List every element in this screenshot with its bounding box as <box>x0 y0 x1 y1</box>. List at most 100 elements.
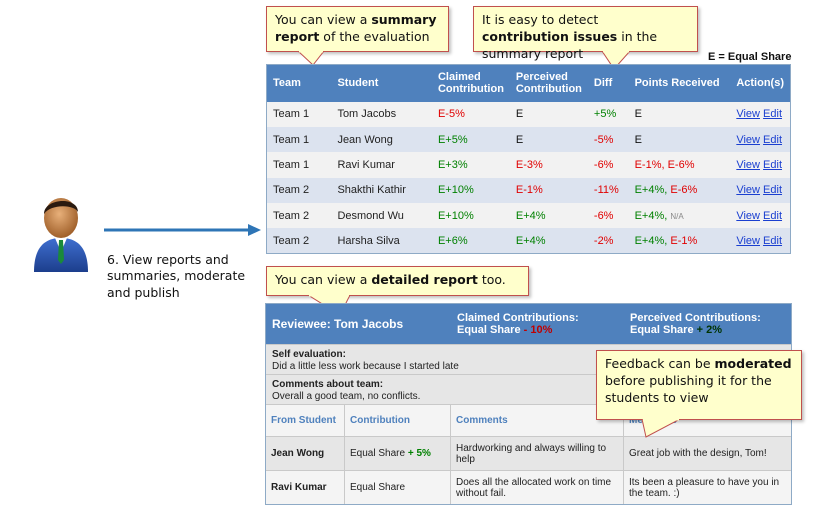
student-cell: Shakthi Kathir <box>331 177 432 204</box>
student-cell: Harsha Silva <box>331 228 432 254</box>
points-cell: E+4%, E-1% <box>628 228 731 254</box>
student-cell: Tom Jacobs <box>331 101 432 127</box>
edit-link[interactable]: Edit <box>763 133 783 146</box>
callout-tail <box>641 419 681 438</box>
perceived-cell: E+4% <box>509 203 588 229</box>
callout-detailed-report: You can view a detailed report too. <box>266 266 529 296</box>
edit-link[interactable]: Edit <box>763 209 783 222</box>
view-link[interactable]: View <box>736 158 760 171</box>
actions-cell: View Edit <box>730 126 791 153</box>
detail-header: Reviewee: Tom Jacobs Claimed Contributio… <box>266 304 791 344</box>
callout-text: You can view a <box>275 12 372 27</box>
feedback-grid: From Student Contribution Comments Messa… <box>266 404 791 504</box>
view-link[interactable]: View <box>736 133 760 146</box>
claimed-cell: E-5% <box>431 101 510 127</box>
perceived-cell: E <box>509 126 588 153</box>
team-cell: Team 2 <box>266 177 332 204</box>
summary-row: Team 2 Shakthi Kathir E+10% E-1% -11% E+4%, E… <box>266 177 791 204</box>
points-cell: E <box>628 101 731 127</box>
feedback-message[interactable]: Great job with the design, Tom! <box>624 436 791 470</box>
col-perceived: Perceived Contribution <box>509 64 588 102</box>
edit-link[interactable]: Edit <box>763 108 783 121</box>
view-link[interactable]: View <box>736 184 760 197</box>
actions-cell: View Edit <box>730 177 791 204</box>
claimed-cell: E+10% <box>431 203 510 229</box>
step-label: 6. View reports and summaries, moderate … <box>107 252 246 300</box>
team-cell: Team 2 <box>266 203 332 229</box>
diff-cell: -2% <box>587 228 629 254</box>
perceived-cell: E <box>509 101 588 127</box>
callout-text: before publishing it for the students to… <box>605 372 772 405</box>
points-value: E-6% <box>667 158 695 171</box>
perceived-cell: E-1% <box>509 177 588 204</box>
points-value: E <box>634 133 642 146</box>
summary-row: Team 2 Harsha Silva E+6% E+4% -2% E+4%, E-1% V… <box>266 228 791 254</box>
callout-tail <box>297 51 325 66</box>
diff-cell: +5% <box>587 101 629 127</box>
callout-text: too. <box>477 272 506 287</box>
summary-header-row: Team Student Claimed Contribution Percei… <box>266 64 791 102</box>
feedback-message[interactable]: Its been a pleasure to have you in the t… <box>624 470 791 504</box>
contribution-value: Equal Share <box>350 448 406 459</box>
callout-summary-report: You can view a summary report of the eva… <box>266 6 449 52</box>
team-cell: Team 1 <box>266 101 332 127</box>
callout-bold: detailed report <box>371 272 478 287</box>
diff-cell: -5% <box>587 126 629 153</box>
edit-link[interactable]: Edit <box>763 234 783 247</box>
callout-text: of the evaluation <box>319 28 430 44</box>
points-value: E <box>634 108 642 121</box>
points-value: E+4%, <box>634 234 671 247</box>
perceived-line: Equal Share + 2% <box>630 324 722 336</box>
actions-cell: View Edit <box>730 152 791 178</box>
feedback-from: Ravi Kumar <box>266 470 345 504</box>
actions-cell: View Edit <box>730 228 791 254</box>
view-link[interactable]: View <box>736 108 760 121</box>
perceived-cell: E+4% <box>509 228 588 254</box>
points-value: E+4%, <box>634 209 671 222</box>
claimed-cell: E+5% <box>431 126 510 153</box>
col-points: Points Received <box>628 64 731 102</box>
edit-link[interactable]: Edit <box>763 158 783 171</box>
callout-text: You can view a <box>275 272 372 287</box>
perceived-cell: E-3% <box>509 152 588 178</box>
callout-contribution-issues: It is easy to detect contribution issues… <box>473 6 698 61</box>
feedback-contribution: Equal Share + 5% <box>345 436 451 470</box>
claimed-contributions: Claimed Contributions: Equal Share - 10% <box>451 304 624 344</box>
col-comments: Comments <box>451 404 624 436</box>
user-avatar-icon <box>34 198 88 272</box>
callout-tail <box>601 51 631 70</box>
reviewee-name: Reviewee: Tom Jacobs <box>272 317 404 331</box>
col-claimed: Claimed Contribution <box>431 64 510 102</box>
callout-feedback-moderated: Feedback can be moderated before publish… <box>596 350 802 420</box>
claimed-cell: E+6% <box>431 228 510 254</box>
summary-report-table: Team Student Claimed Contribution Percei… <box>266 64 791 255</box>
claimed-cell: E+3% <box>431 152 510 178</box>
view-link[interactable]: View <box>736 209 760 222</box>
points-value: E-6% <box>670 184 698 197</box>
col-from-student: From Student <box>266 404 345 436</box>
points-value: E-1%, <box>634 158 668 171</box>
claimed-delta: - 10% <box>520 324 553 336</box>
perceived-value: Equal Share <box>630 324 694 336</box>
feedback-comment: Hardworking and always willing to help <box>451 436 624 470</box>
view-link[interactable]: View <box>736 234 760 247</box>
points-cell: E <box>628 126 731 153</box>
team-comments-title: Comments about team: <box>272 379 384 390</box>
callout-bold: summary report <box>275 12 437 44</box>
col-contribution: Contribution <box>345 404 451 436</box>
points-value: E+4%, <box>634 184 671 197</box>
col-actions: Action(s) <box>730 64 791 102</box>
right-arrow-icon <box>104 224 261 236</box>
team-cell: Team 1 <box>266 126 332 153</box>
summary-row: Team 1 Tom Jacobs E-5% E +5% E View Edit <box>266 101 791 127</box>
student-cell: Jean Wong <box>331 126 432 153</box>
edit-link[interactable]: Edit <box>763 184 783 197</box>
callout-text: in the summary report <box>482 28 658 61</box>
points-value: E-1% <box>670 234 698 247</box>
col-diff: Diff <box>587 64 629 102</box>
claimed-value: Equal Share <box>457 324 521 336</box>
points-cell: E+4%, N/A <box>628 203 731 229</box>
points-cell: E+4%, E-6% <box>628 177 731 204</box>
self-evaluation-title: Self evaluation: <box>272 349 346 360</box>
student-cell: Ravi Kumar <box>331 152 432 178</box>
